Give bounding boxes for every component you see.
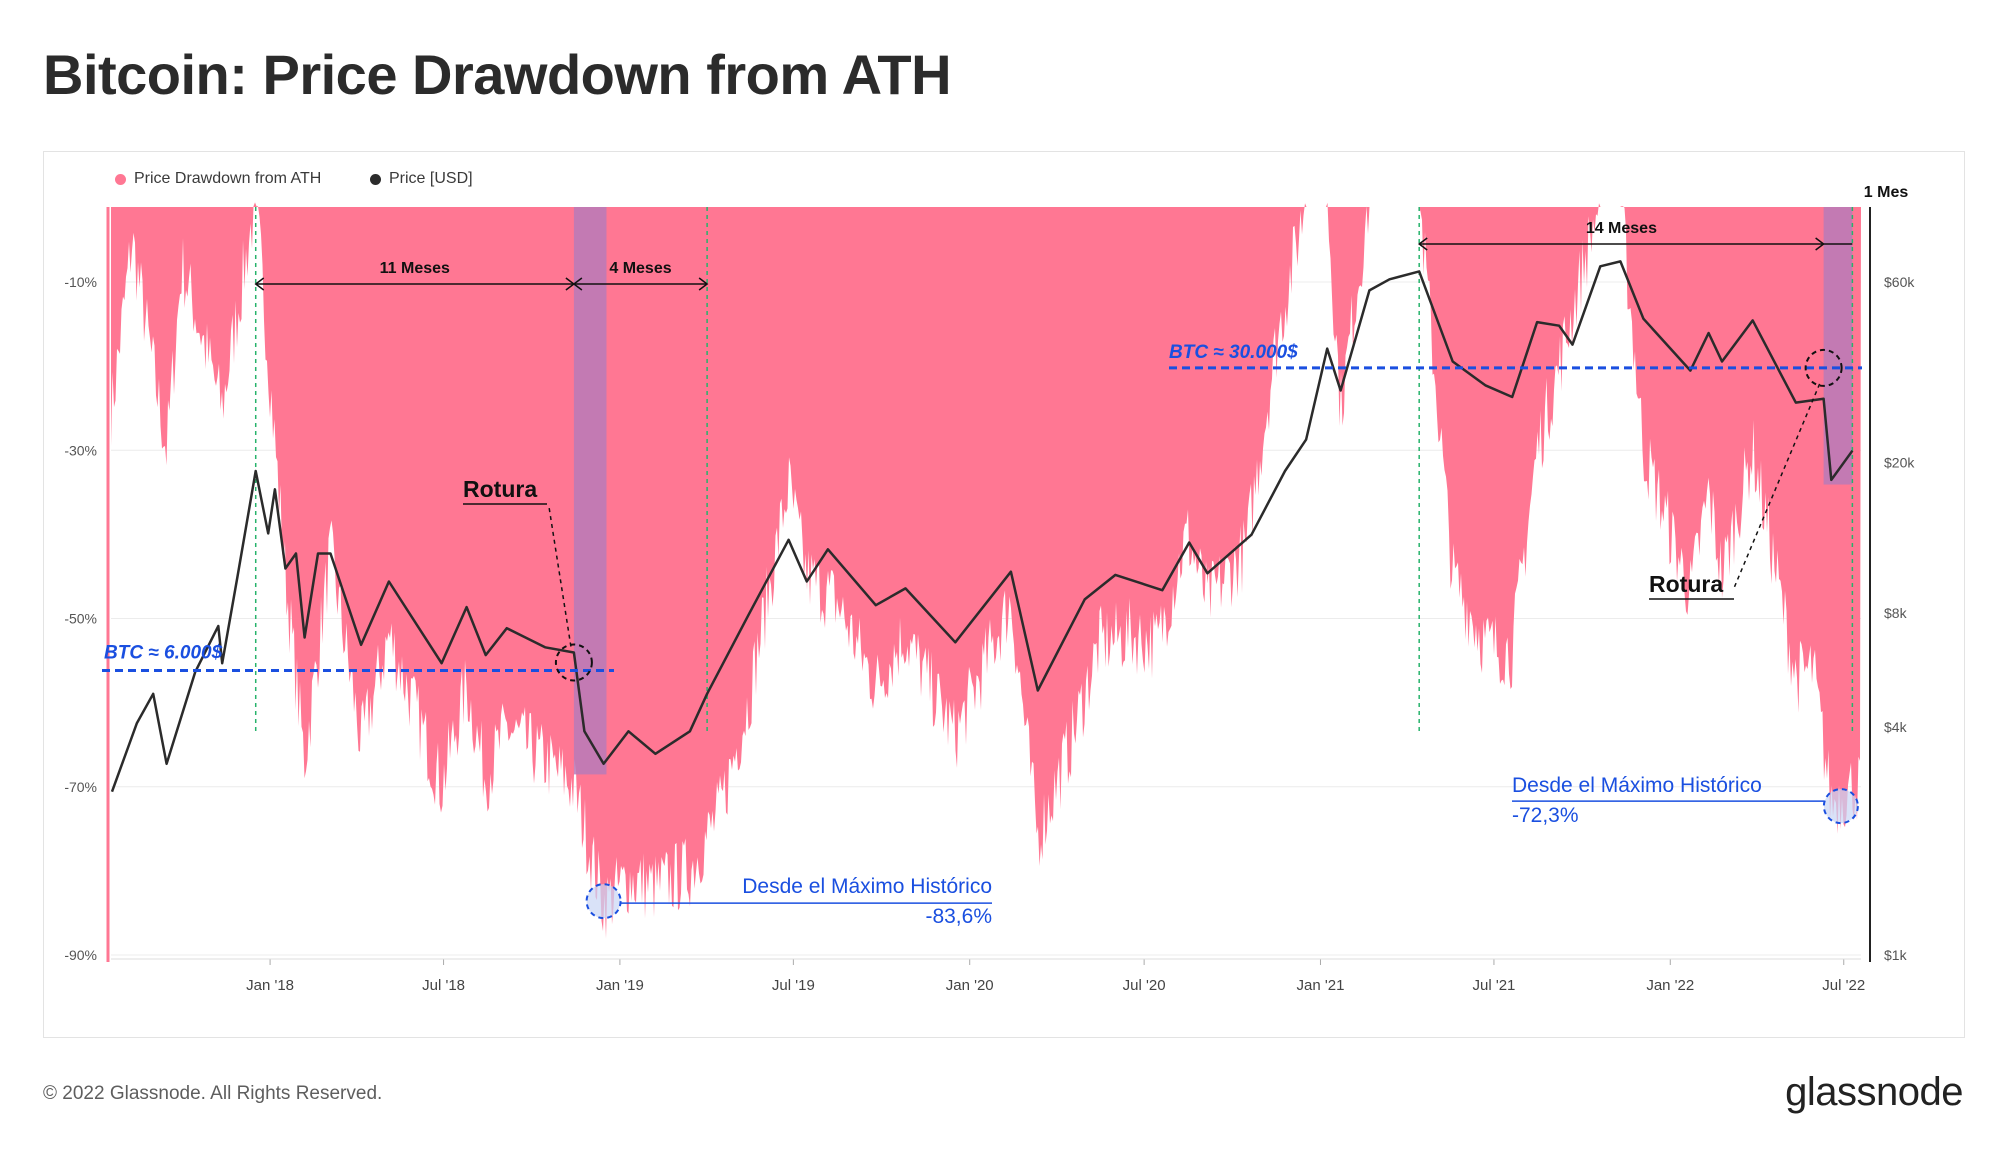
span-14-months-arrow-left <box>1417 237 1428 251</box>
y-right-tick-label: $20k <box>1884 455 1915 471</box>
span-14-months-label: 14 Meses <box>1586 220 1657 237</box>
drawdown-area <box>111 202 1861 939</box>
legend-label-drawdown: Price Drawdown from ATH <box>134 170 322 187</box>
legend-label-price: Price [USD] <box>389 170 473 187</box>
span-11-months-label: 11 Meses <box>380 260 450 277</box>
breakdown-label-2018: Rotura <box>463 476 537 502</box>
btc-6000-level-label: BTC ≈ 6.000$ <box>104 642 223 663</box>
y-right-tick-label: $8k <box>1884 605 1908 621</box>
y-right-tick-label: $60k <box>1884 274 1915 290</box>
span-4-months-arrow-right <box>698 277 709 291</box>
x-tick-label: Jan '21 <box>1297 977 1345 994</box>
x-tick-label: Jul '19 <box>772 977 815 994</box>
breakdown-pointer-2022 <box>1733 383 1821 589</box>
span-11-months-arrow-left <box>254 277 265 291</box>
legend-item-price[interactable]: Price [USD] <box>370 170 473 188</box>
span-1-month-label: 1 Mes <box>1864 184 1909 201</box>
chart-title: Bitcoin: Price Drawdown from ATH <box>43 43 952 106</box>
ath-2019-value: -83,6% <box>925 905 992 928</box>
y-right-tick-label: $1k <box>1884 947 1908 963</box>
x-tick-label: Jan '18 <box>246 977 294 994</box>
ath-2019-caption: Desde el Máximo Histórico <box>742 875 992 898</box>
x-tick-label: Jul '22 <box>1822 977 1865 994</box>
x-tick-label: Jan '20 <box>946 977 994 994</box>
legend-dot-drawdown <box>115 173 126 185</box>
y-left-tick-label: -50% <box>64 611 97 627</box>
y-right-tick-label: $4k <box>1884 719 1908 735</box>
legend-dot-price <box>370 173 381 185</box>
drawdown-chart: -10% -30% -50% -70% -90% $60k $20k $8k $4k $1k Jan… <box>64 184 1915 994</box>
breakdown-circle-2022 <box>1804 348 1843 387</box>
price-series-line <box>110 260 1854 793</box>
price-line <box>110 260 1854 793</box>
ath-2019-marker <box>585 883 622 920</box>
chart-panel: Price Drawdown from ATH Price [USD] -10%… <box>43 151 1965 1038</box>
y-left-tick-label: -90% <box>64 947 97 963</box>
x-tick-label: Jul '20 <box>1123 977 1166 994</box>
span-14-months-arrow-right <box>1815 237 1825 251</box>
axes: -10% -30% -50% -70% -90% $60k $20k $8k $4k $1k Jan… <box>64 207 1915 994</box>
ath-2022-value: -72,3% <box>1512 804 1579 827</box>
x-tick-label: Jan '22 <box>1646 977 1694 994</box>
copyright-text: © 2022 Glassnode. All Rights Reserved. <box>43 1083 383 1104</box>
x-tick-label: Jan '19 <box>596 977 644 994</box>
legend-item-drawdown[interactable]: Price Drawdown from ATH <box>115 170 321 188</box>
y-left-tick-label: -30% <box>64 442 97 458</box>
span-4-months-arrow-left <box>572 277 583 291</box>
btc-30000-level-label: BTC ≈ 30.000$ <box>1169 342 1298 363</box>
breakdown-circle-2018 <box>554 643 593 682</box>
glassnode-logo: glassnode <box>1785 1070 1963 1114</box>
breakdown-label-2022: Rotura <box>1649 571 1723 597</box>
y-left-tick-label: -10% <box>64 274 97 290</box>
y-left-tick-label: -70% <box>64 779 97 795</box>
ath-2022-marker <box>1822 788 1859 825</box>
x-tick-label: Jul '18 <box>422 977 465 994</box>
x-tick-label: Jul '21 <box>1472 977 1515 994</box>
annotations: 11 Meses 4 Meses 14 Meses 1 Mes BTC ≈ 6.000$… <box>102 184 1908 928</box>
drawdown-series-area <box>111 202 1861 939</box>
ath-2022-caption: Desde el Máximo Histórico <box>1512 774 1762 797</box>
span-4-months-label: 4 Meses <box>609 260 671 277</box>
